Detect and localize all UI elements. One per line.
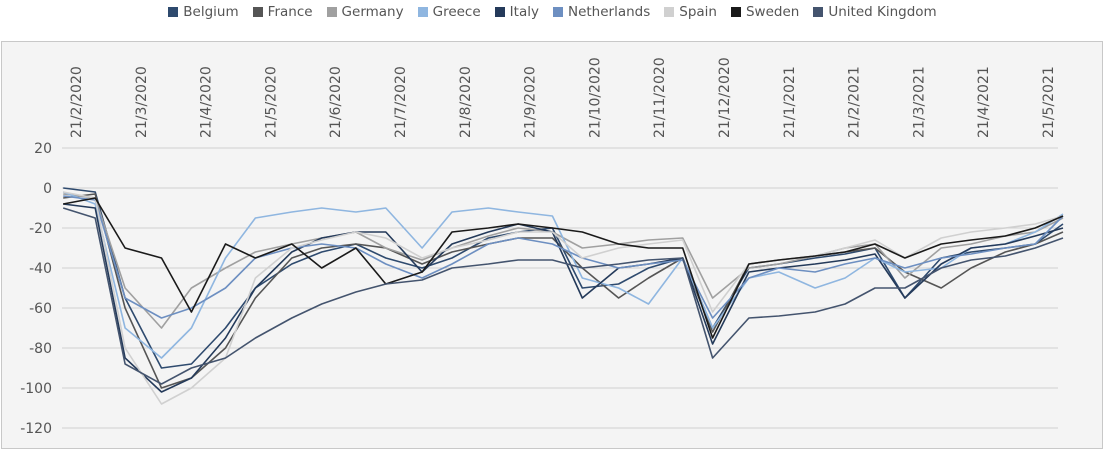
legend-item-germany: Germany: [326, 4, 404, 20]
legend-item-belgium: Belgium: [168, 4, 239, 20]
x-tick-label: 21/2/2021: [847, 66, 863, 138]
legend-label: Spain: [679, 4, 717, 20]
x-tick-label: 21/4/2021: [976, 66, 992, 138]
series-line-united-kingdom: [62, 207, 1064, 385]
y-tick-label: -100: [20, 381, 52, 397]
legend-swatch: [494, 7, 505, 17]
y-tick-label: 20: [34, 141, 52, 157]
legend-label: Germany: [341, 4, 404, 20]
series-line-italy: [63, 203, 1064, 393]
chart-legend: Belgium France Germany Greece Italy Netherlan…: [0, 0, 1105, 24]
legend-swatch: [664, 7, 675, 17]
legend-item-united-kingdom: United Kingdom: [813, 4, 937, 20]
y-tick-label: -120: [20, 421, 52, 437]
series-line-greece: [62, 191, 1064, 359]
series-line-belgium: [63, 187, 1064, 369]
legend-label: France: [267, 4, 313, 20]
legend-label: Italy: [509, 4, 539, 20]
x-tick-label: 21/8/2020: [458, 66, 474, 138]
series-line-netherlands: [63, 195, 1064, 319]
legend-swatch: [168, 7, 179, 17]
legend-item-france: France: [252, 4, 313, 20]
x-tick-label: 21/7/2020: [393, 66, 409, 138]
grid-lines: [62, 147, 1058, 429]
series-line-germany: [63, 193, 1064, 329]
legend-swatch: [730, 7, 741, 17]
x-tick-label: 21/6/2020: [328, 66, 344, 138]
legend-label: Belgium: [183, 4, 239, 20]
x-tick-label: 21/5/2020: [263, 66, 279, 138]
legend-swatch: [252, 7, 263, 17]
series-line-france: [63, 193, 1064, 389]
legend-item-sweden: Sweden: [730, 4, 800, 20]
x-axis-tick-labels: 21/2/2020 21/3/2020 21/4/2020 21/5/2020 21/6…: [69, 57, 1057, 138]
x-tick-label: 21/3/2021: [911, 66, 927, 138]
x-tick-label: 21/10/2020: [587, 57, 603, 138]
legend-swatch: [813, 7, 824, 17]
y-tick-label: 0: [43, 181, 52, 197]
x-tick-label: 21/5/2021: [1041, 66, 1057, 138]
legend-item-spain: Spain: [664, 4, 717, 20]
x-tick-label: 21/3/2020: [134, 66, 150, 138]
x-tick-label: 21/4/2020: [199, 66, 215, 138]
series-line-spain: [63, 191, 1064, 405]
series-line-sweden: [63, 197, 1064, 339]
legend-label: Netherlands: [567, 4, 651, 20]
legend-swatch: [417, 7, 428, 17]
legend-label: United Kingdom: [828, 4, 937, 20]
series-lines: [62, 187, 1064, 405]
y-tick-label: -80: [29, 341, 52, 357]
y-tick-label: -20: [29, 221, 52, 237]
x-tick-label: 21/12/2020: [717, 57, 733, 138]
legend-label: Sweden: [745, 4, 800, 20]
legend-swatch: [326, 7, 337, 17]
legend-item-greece: Greece: [417, 4, 481, 20]
legend-label: Greece: [432, 4, 481, 20]
y-tick-label: -40: [29, 261, 52, 277]
x-tick-label: 21/9/2020: [523, 66, 539, 138]
y-axis-tick-labels: 20 0 -20 -40 -60 -80 -100 -120: [20, 141, 52, 437]
x-tick-label: 21/11/2020: [652, 57, 668, 138]
legend-swatch: [552, 7, 563, 17]
x-tick-label: 21/1/2021: [782, 66, 798, 138]
y-tick-label: -60: [29, 301, 52, 317]
legend-item-italy: Italy: [494, 4, 539, 20]
legend-item-netherlands: Netherlands: [552, 4, 651, 20]
x-tick-label: 21/2/2020: [69, 66, 85, 138]
